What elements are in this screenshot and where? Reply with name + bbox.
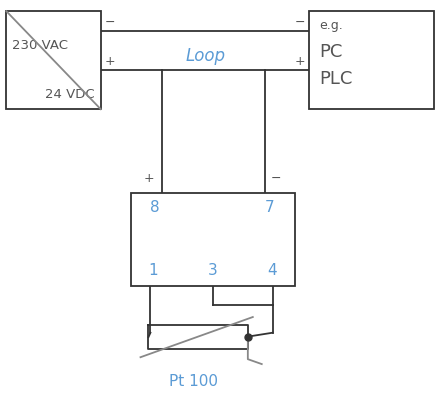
Text: +: + bbox=[295, 55, 305, 68]
Bar bbox=[130, 193, 294, 286]
Text: Loop: Loop bbox=[185, 47, 225, 65]
Text: 8: 8 bbox=[150, 200, 160, 215]
Text: 7: 7 bbox=[265, 200, 274, 215]
Text: +: + bbox=[144, 172, 154, 185]
Bar bbox=[309, 11, 434, 109]
Bar bbox=[6, 11, 101, 109]
Text: 4: 4 bbox=[267, 263, 277, 278]
Text: 230 VAC: 230 VAC bbox=[12, 39, 69, 51]
Text: 24 VDC: 24 VDC bbox=[45, 88, 95, 101]
Text: e.g.: e.g. bbox=[320, 19, 343, 32]
Text: −: − bbox=[271, 172, 281, 185]
Text: PC: PC bbox=[320, 42, 343, 61]
Text: PLC: PLC bbox=[320, 70, 353, 88]
Text: 1: 1 bbox=[149, 263, 158, 278]
Text: +: + bbox=[105, 55, 115, 68]
Text: −: − bbox=[105, 16, 115, 29]
Text: 3: 3 bbox=[208, 263, 217, 278]
Text: −: − bbox=[295, 16, 305, 29]
Text: Pt 100: Pt 100 bbox=[169, 374, 217, 389]
